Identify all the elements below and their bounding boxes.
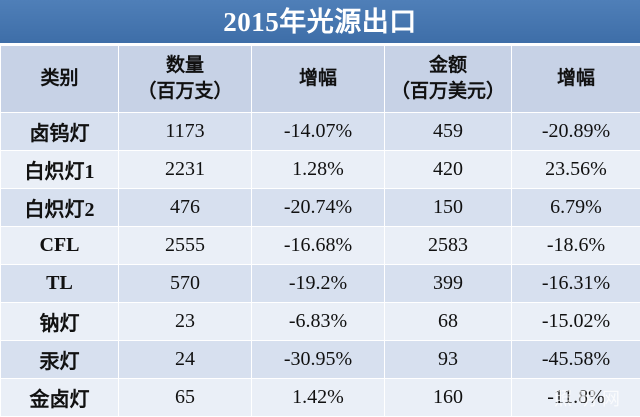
table-row: 白炽灯2 476 -20.74% 150 6.79% [1, 189, 640, 227]
header-amount-growth: 增幅 [512, 46, 640, 113]
cell-amount: 459 [385, 113, 512, 151]
table-row: 钠灯 23 -6.83% 68 -15.02% [1, 303, 640, 341]
cell-category: 白炽灯2 [1, 189, 119, 227]
cell-amount: 420 [385, 151, 512, 189]
table-row: 金卤灯 65 1.42% 160 -11.8% [1, 379, 640, 417]
cell-quantity-growth: -30.95% [252, 341, 385, 379]
cell-quantity-growth: -6.83% [252, 303, 385, 341]
cell-amount-growth: -11.8% [512, 379, 640, 417]
cell-amount-growth: -45.58% [512, 341, 640, 379]
cell-amount: 68 [385, 303, 512, 341]
cell-amount-growth: -20.89% [512, 113, 640, 151]
cell-amount: 150 [385, 189, 512, 227]
cell-amount-growth: -16.31% [512, 265, 640, 303]
cell-quantity-growth: -16.68% [252, 227, 385, 265]
cell-quantity-growth: -14.07% [252, 113, 385, 151]
cell-amount-growth: -18.6% [512, 227, 640, 265]
header-category: 类别 [1, 46, 119, 113]
lighting-export-table: 类别 数量 （百万支） 增幅 金额 （百万美元） 增幅 卤钨灯 1173 -14… [0, 45, 640, 417]
cell-quantity: 23 [119, 303, 252, 341]
cell-quantity: 1173 [119, 113, 252, 151]
cell-category: 卤钨灯 [1, 113, 119, 151]
cell-category: 汞灯 [1, 341, 119, 379]
cell-quantity-growth: -19.2% [252, 265, 385, 303]
header-row: 类别 数量 （百万支） 增幅 金额 （百万美元） 增幅 [1, 46, 640, 113]
table-title: 2015年光源出口 [0, 0, 640, 45]
header-quantity-growth: 增幅 [252, 46, 385, 113]
header-quantity-label: 数量 [119, 53, 251, 79]
table-row: 汞灯 24 -30.95% 93 -45.58% [1, 341, 640, 379]
cell-quantity: 65 [119, 379, 252, 417]
cell-amount: 93 [385, 341, 512, 379]
cell-quantity-growth: -20.74% [252, 189, 385, 227]
cell-amount: 2583 [385, 227, 512, 265]
cell-amount: 399 [385, 265, 512, 303]
table-row: CFL 2555 -16.68% 2583 -18.6% [1, 227, 640, 265]
cell-quantity: 2231 [119, 151, 252, 189]
table-row: 卤钨灯 1173 -14.07% 459 -20.89% [1, 113, 640, 151]
cell-amount-growth: 23.56% [512, 151, 640, 189]
cell-quantity: 2555 [119, 227, 252, 265]
cell-category: CFL [1, 227, 119, 265]
cell-amount-growth: 6.79% [512, 189, 640, 227]
cell-category: 钠灯 [1, 303, 119, 341]
header-amount-label: 金额 [385, 53, 511, 79]
cell-amount-growth: -15.02% [512, 303, 640, 341]
cell-quantity-growth: 1.42% [252, 379, 385, 417]
cell-quantity: 24 [119, 341, 252, 379]
cell-quantity: 476 [119, 189, 252, 227]
header-quantity: 数量 （百万支） [119, 46, 252, 113]
cell-category: 金卤灯 [1, 379, 119, 417]
cell-quantity: 570 [119, 265, 252, 303]
header-amount: 金额 （百万美元） [385, 46, 512, 113]
table-row: TL 570 -19.2% 399 -16.31% [1, 265, 640, 303]
cell-category: TL [1, 265, 119, 303]
header-quantity-unit: （百万支） [119, 79, 251, 105]
header-amount-unit: （百万美元） [385, 79, 511, 105]
cell-category: 白炽灯1 [1, 151, 119, 189]
cell-amount: 160 [385, 379, 512, 417]
cell-quantity-growth: 1.28% [252, 151, 385, 189]
table-row: 白炽灯1 2231 1.28% 420 23.56% [1, 151, 640, 189]
